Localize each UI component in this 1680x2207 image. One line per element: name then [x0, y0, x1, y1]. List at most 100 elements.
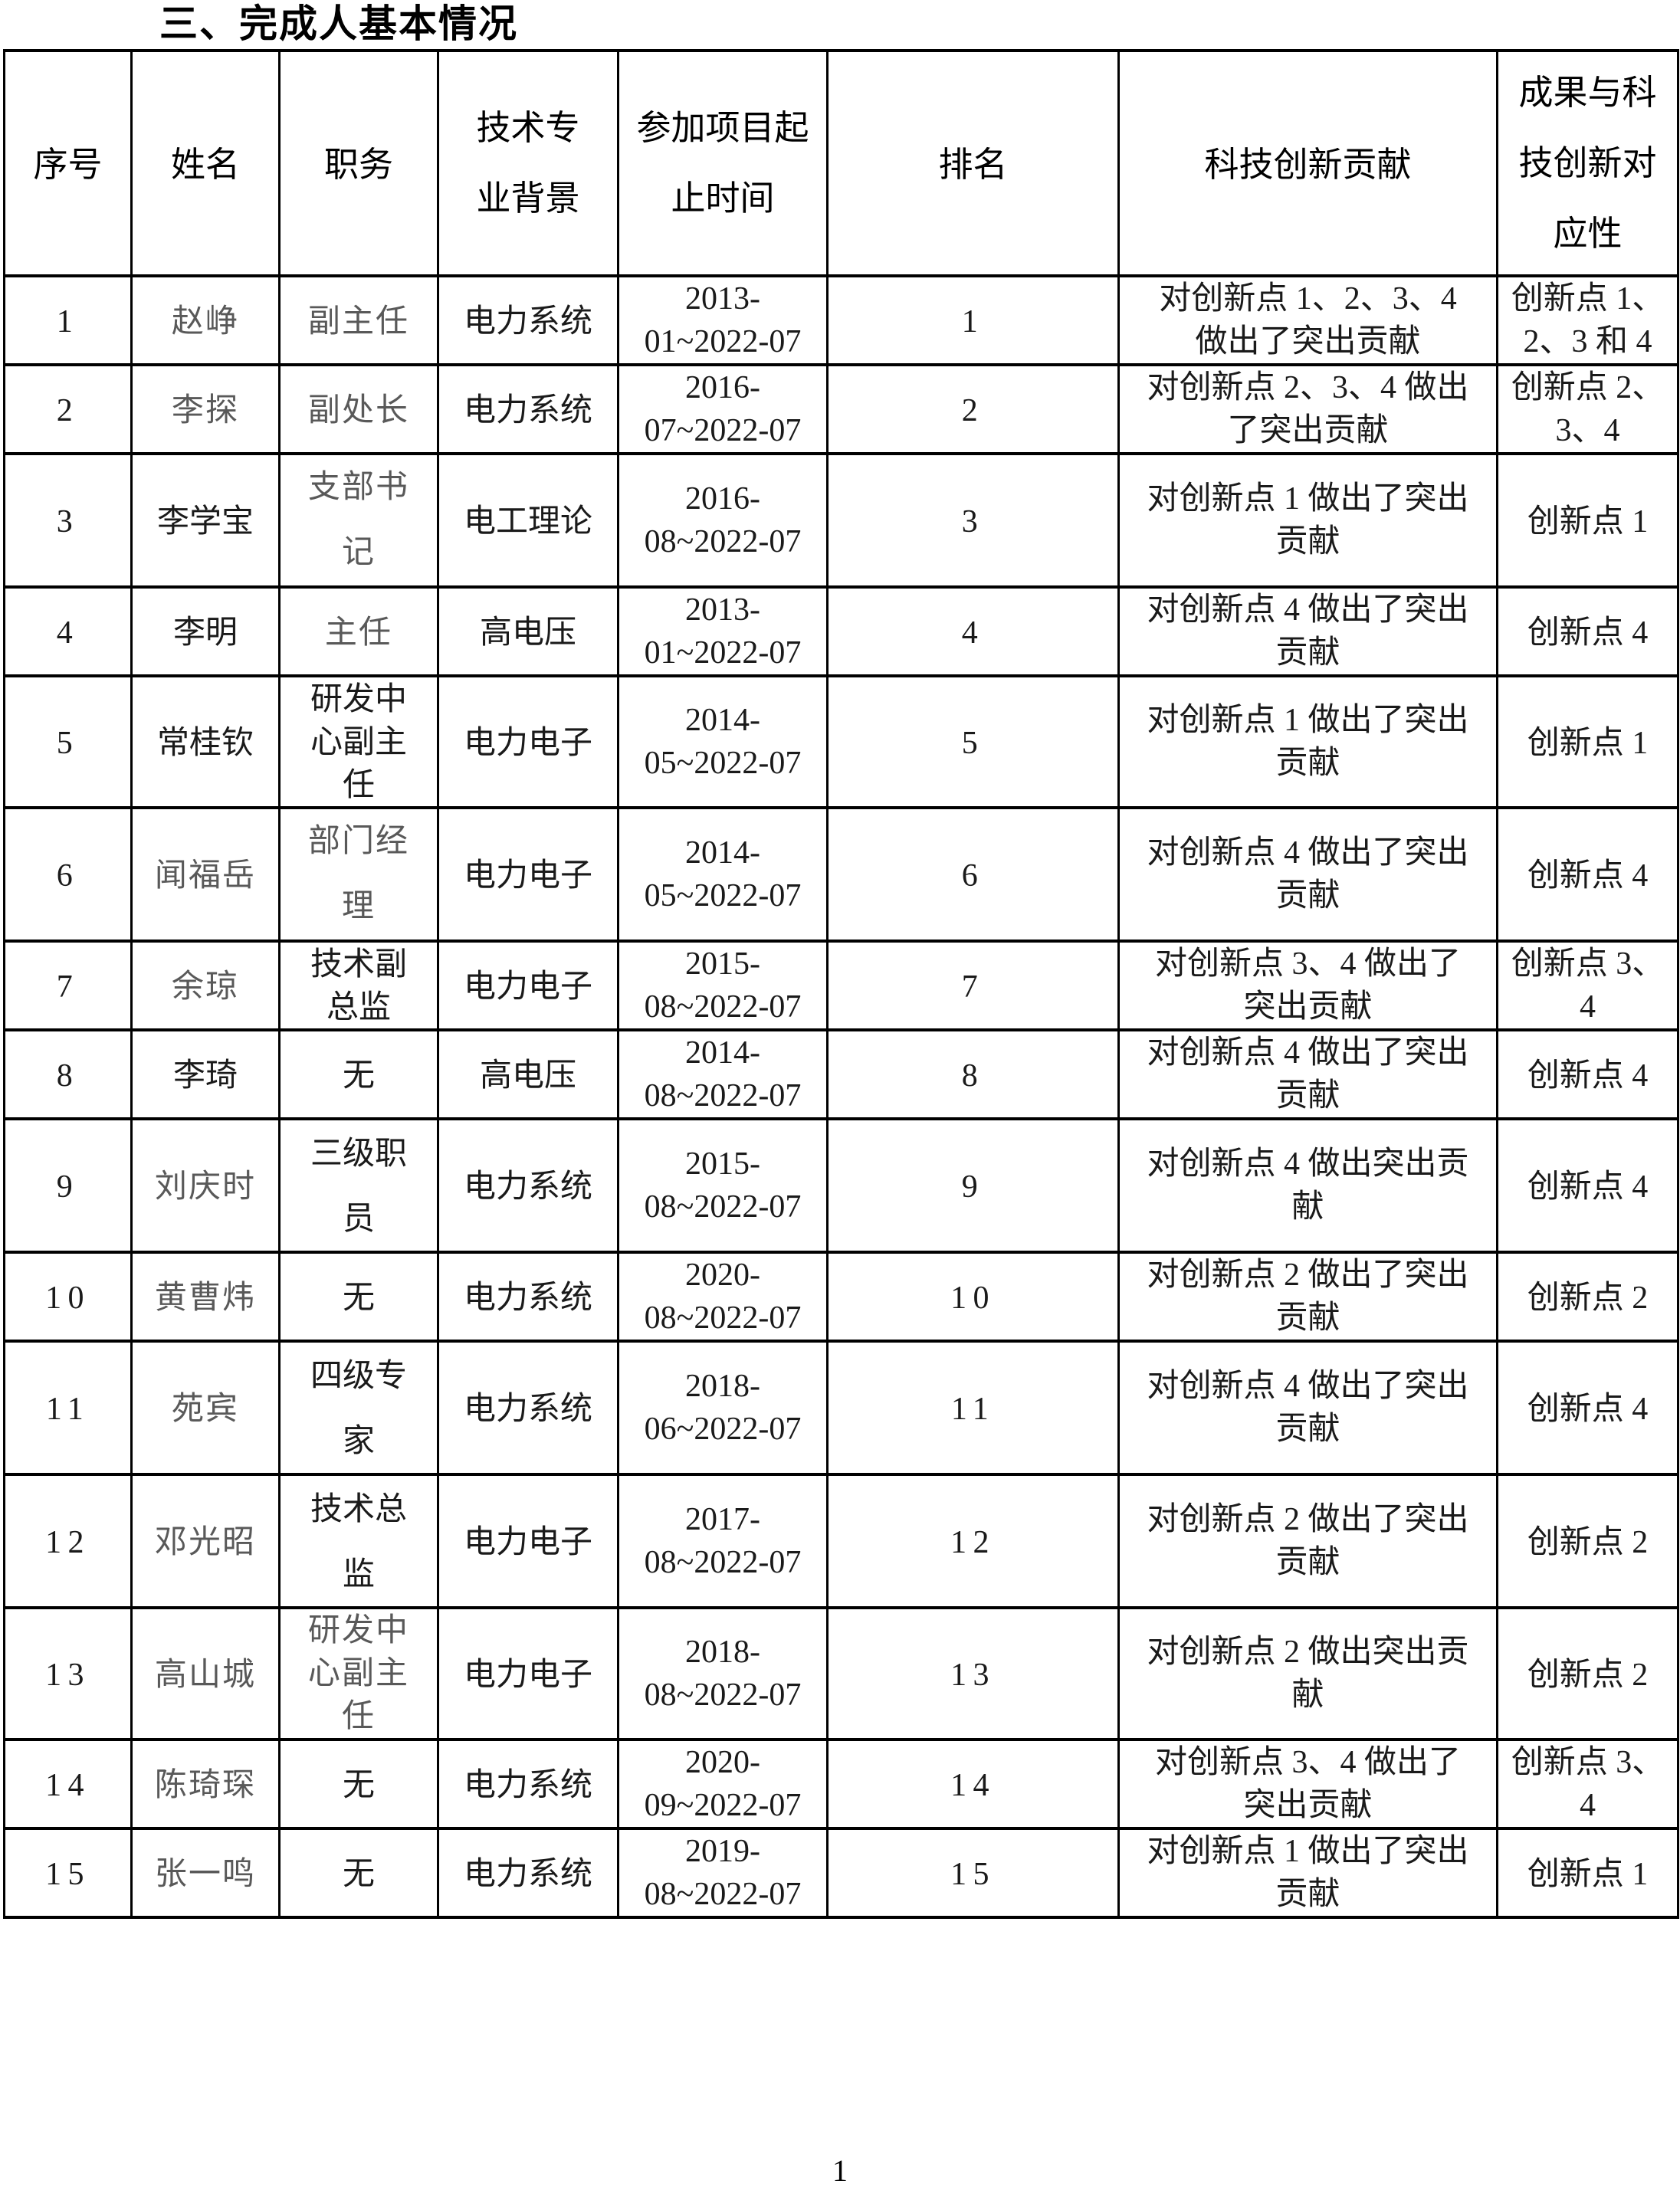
rank-value: 6 — [961, 858, 985, 894]
header-name-label: 姓名 — [170, 146, 240, 185]
contribution-cell: 对创新点 4 做出突出贡献 — [1117, 1117, 1498, 1254]
background-value: 高电压 — [479, 1057, 576, 1094]
position-cell: 无 — [278, 1028, 439, 1120]
contribution-cell: 对创新点 1 做出了突出贡献 — [1117, 674, 1498, 809]
contribution-cell: 对创新点 2 做出了突出贡献 — [1117, 1251, 1498, 1343]
background-value: 电力电子 — [463, 857, 592, 894]
seq-cell: 9 — [3, 1117, 133, 1254]
seq-value: 10 — [45, 1280, 90, 1316]
completers-table: 序号 姓名 职务 技术专业背景 参加项目起止时间 排名 科技创新贡献 成果与科技… — [3, 49, 1679, 1919]
seq-cell: 3 — [3, 452, 133, 589]
rank-cell: 13 — [826, 1606, 1120, 1741]
period-value: 2017-08~2022-07 — [644, 1502, 802, 1580]
position-value: 无 — [342, 1057, 375, 1094]
seq-cell: 2 — [3, 363, 133, 455]
name-cell: 赵峥 — [130, 274, 281, 366]
correspondence-cell: 创新点 2 — [1496, 1473, 1679, 1609]
correspondence-value: 创新点 1 — [1527, 1856, 1649, 1892]
position-cell: 主任 — [278, 585, 439, 677]
rank-value: 8 — [961, 1058, 985, 1094]
contribution-value: 对创新点 1、2、3、4 做出了突出贡献 — [1159, 281, 1457, 359]
table-row: 4 李明 主任 高电压 2013-01~2022-07 4 对创新点 4 做出了… — [3, 585, 1679, 677]
position-cell: 研发中心副主任 — [278, 674, 439, 809]
seq-value: 8 — [56, 1058, 80, 1094]
contribution-value: 对创新点 4 做出了突出贡献 — [1147, 1035, 1469, 1113]
seq-value: 9 — [56, 1169, 80, 1205]
correspondence-cell: 创新点 3、4 — [1496, 1738, 1679, 1830]
name-value: 李明 — [172, 615, 238, 651]
period-cell: 2018-08~2022-07 — [617, 1606, 829, 1741]
period-cell: 2013-01~2022-07 — [617, 585, 829, 677]
background-value: 电力系统 — [463, 303, 592, 339]
contribution-cell: 对创新点 3、4 做出了突出贡献 — [1117, 940, 1498, 1031]
name-cell: 常桂钦 — [130, 674, 281, 809]
position-value: 副处长 — [307, 392, 410, 428]
header-position: 职务 — [278, 49, 439, 277]
correspondence-cell: 创新点 4 — [1496, 806, 1679, 943]
seq-cell: 6 — [3, 806, 133, 943]
rank-value: 10 — [950, 1280, 996, 1316]
position-cell: 无 — [278, 1738, 439, 1830]
contribution-cell: 对创新点 3、4 做出了突出贡献 — [1117, 1738, 1498, 1830]
contribution-cell: 对创新点 1 做出了突出贡献 — [1117, 452, 1498, 589]
position-value: 部门经理 — [307, 824, 410, 924]
correspondence-value: 创新点 1 — [1527, 725, 1649, 761]
period-value: 2014-05~2022-07 — [644, 835, 802, 913]
rank-cell: 2 — [826, 363, 1120, 455]
background-value: 电力系统 — [463, 1168, 592, 1205]
background-cell: 电力系统 — [437, 1251, 619, 1343]
name-cell: 张一鸣 — [130, 1827, 281, 1919]
background-value: 电力电子 — [463, 1523, 592, 1560]
contribution-value: 对创新点 2 做出了突出贡献 — [1147, 1502, 1469, 1580]
correspondence-cell: 创新点 2 — [1496, 1606, 1679, 1741]
name-cell: 高山城 — [130, 1606, 281, 1741]
position-cell: 无 — [278, 1251, 439, 1343]
contribution-value: 对创新点 3、4 做出了突出贡献 — [1154, 1745, 1461, 1823]
header-row: 序号 姓名 职务 技术专业背景 参加项目起止时间 排名 科技创新贡献 成果与科技… — [3, 49, 1679, 277]
period-value: 2014-05~2022-07 — [644, 703, 802, 781]
seq-cell: 7 — [3, 940, 133, 1031]
table-row: 6 闻福岳 部门经理 电力电子 2014-05~2022-07 6 对创新点 4… — [3, 806, 1679, 943]
name-value: 刘庆时 — [154, 1169, 257, 1205]
correspondence-cell: 创新点 2、3、4 — [1496, 363, 1679, 455]
background-cell: 电力系统 — [437, 363, 619, 455]
correspondence-value: 创新点 2、3、4 — [1511, 370, 1665, 448]
rank-cell: 6 — [826, 806, 1120, 943]
header-rank-label: 排名 — [938, 146, 1008, 185]
table-row: 12 邓光昭 技术总监 电力电子 2017-08~2022-07 12 对创新点… — [3, 1473, 1679, 1609]
table-row: 15 张一鸣 无 电力系统 2019-08~2022-07 15 对创新点 1 … — [3, 1827, 1679, 1919]
contribution-value: 对创新点 3、4 做出了突出贡献 — [1154, 946, 1461, 1025]
period-value: 2020-09~2022-07 — [644, 1745, 802, 1823]
contribution-value: 对创新点 2、3、4 做出了突出贡献 — [1147, 370, 1469, 448]
background-cell: 电力系统 — [437, 1738, 619, 1830]
header-seq-label: 序号 — [33, 146, 103, 185]
document-title: 三、完成人基本情况 — [159, 2, 518, 45]
position-cell: 技术总监 — [278, 1473, 439, 1609]
background-value: 电力系统 — [463, 392, 592, 428]
rank-cell: 12 — [826, 1473, 1120, 1609]
name-value: 余琼 — [171, 969, 240, 1005]
name-cell: 黄曹炜 — [130, 1251, 281, 1343]
table-row: 1 赵峥 副主任 电力系统 2013-01~2022-07 1 对创新点 1、2… — [3, 274, 1679, 366]
contribution-value: 对创新点 2 做出了突出贡献 — [1147, 1258, 1469, 1336]
rank-cell: 7 — [826, 940, 1120, 1031]
correspondence-cell: 创新点 4 — [1496, 1028, 1679, 1120]
seq-cell: 11 — [3, 1340, 133, 1476]
name-value: 高山城 — [154, 1657, 257, 1693]
seq-value: 3 — [56, 503, 80, 539]
rank-value: 15 — [950, 1856, 996, 1892]
background-value: 电力电子 — [463, 1656, 592, 1693]
rank-value: 2 — [961, 392, 985, 428]
seq-cell: 14 — [3, 1738, 133, 1830]
table-row: 10 黄曹炜 无 电力系统 2020-08~2022-07 10 对创新点 2 … — [3, 1251, 1679, 1343]
background-cell: 电力系统 — [437, 1117, 619, 1254]
rank-value: 11 — [950, 1391, 996, 1427]
correspondence-cell: 创新点 1 — [1496, 1827, 1679, 1919]
correspondence-value: 创新点 2 — [1527, 1280, 1649, 1316]
table-row: 11 苑宾 四级专家 电力系统 2018-06~2022-07 11 对创新点 … — [3, 1340, 1679, 1476]
correspondence-value: 创新点 2 — [1527, 1657, 1649, 1693]
contribution-cell: 对创新点 4 做出了突出贡献 — [1117, 585, 1498, 677]
position-value: 无 — [342, 1279, 375, 1316]
name-value: 李学宝 — [156, 503, 254, 539]
